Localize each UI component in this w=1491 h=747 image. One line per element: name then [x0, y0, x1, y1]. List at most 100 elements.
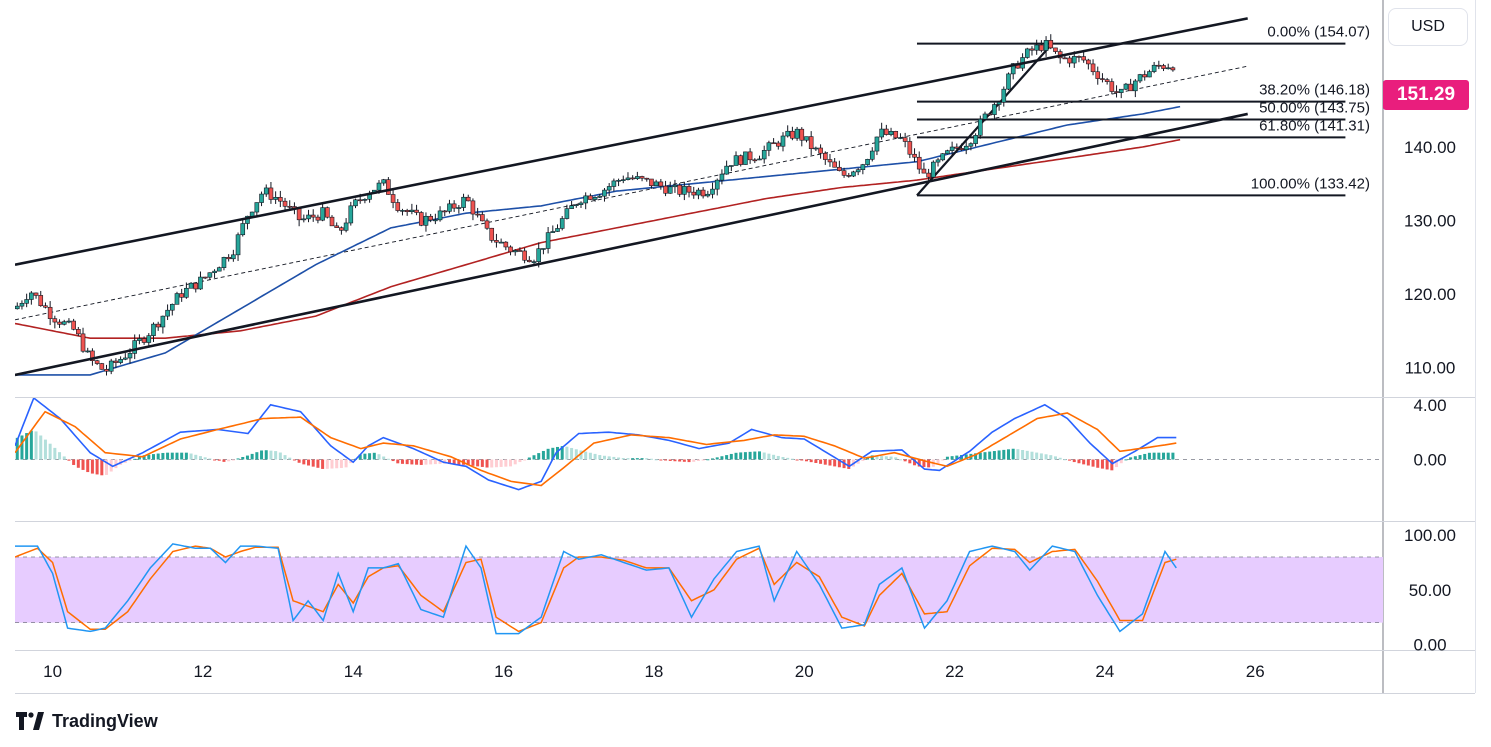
macd-histogram-bar: [729, 453, 733, 460]
candle-body: [837, 166, 842, 171]
candle-body: [494, 240, 499, 243]
candle-body: [982, 113, 988, 120]
candle-body: [625, 177, 631, 180]
macd-histogram-bar: [739, 452, 743, 460]
candle-body: [559, 218, 565, 229]
macd-histogram-bar: [410, 459, 414, 465]
macd-histogram-bar: [673, 459, 677, 462]
macd-histogram-bar: [377, 454, 381, 460]
candle-body: [832, 161, 837, 168]
candle-body: [790, 130, 795, 139]
candle-body: [954, 146, 960, 149]
macd-histogram-bar: [396, 459, 400, 464]
candle-body: [273, 197, 278, 200]
macd-histogram-bar: [151, 454, 155, 460]
candle-body: [522, 250, 527, 261]
macd-histogram-bar: [504, 459, 508, 467]
candle-body: [146, 335, 152, 343]
candle-body: [461, 196, 466, 208]
macd-histogram-bar: [687, 459, 691, 463]
macd-histogram-bar: [551, 447, 555, 460]
candle-body: [137, 338, 142, 341]
macd-histogram-bar: [1105, 459, 1109, 470]
candle-body: [912, 153, 917, 158]
channel-upper-line: [15, 17, 1248, 266]
date-tick-label: 12: [193, 662, 212, 681]
candle-body: [216, 267, 222, 272]
candle-body: [1029, 48, 1035, 51]
macd-histogram-bar: [974, 453, 978, 460]
candle-body: [1076, 56, 1082, 58]
macd-histogram-bar: [386, 458, 390, 460]
macd-histogram-bar: [490, 459, 494, 468]
candle-body: [893, 131, 899, 139]
macd-histogram-bar: [556, 446, 560, 460]
candle-body: [480, 214, 485, 222]
macd-histogram-bar: [133, 458, 137, 460]
macd-histogram-bar: [274, 451, 278, 460]
macd-histogram-bar: [288, 457, 292, 460]
macd-histogram-bar: [1039, 453, 1043, 460]
brand[interactable]: TradingView: [16, 708, 158, 734]
macd-histogram-bar: [1096, 459, 1100, 468]
candle-body: [1109, 81, 1115, 92]
macd-histogram-bar: [227, 459, 231, 462]
candle-body: [691, 191, 697, 196]
tradingview-logo-icon: [16, 712, 44, 730]
candle-body: [301, 218, 307, 221]
candle-body: [1034, 44, 1039, 51]
candle-body: [263, 187, 269, 195]
ma-slow-line: [15, 138, 1181, 339]
macd-histogram-bar: [588, 452, 592, 460]
fib-level-label: 0.00% (154.07): [1267, 24, 1370, 41]
macd-histogram-bar: [217, 459, 221, 461]
candle-body: [672, 184, 678, 188]
macd-histogram-bar: [927, 459, 931, 468]
candle-body: [1006, 73, 1011, 90]
candle-body: [1039, 44, 1044, 51]
macd-histogram-bar: [358, 454, 362, 460]
macd-histogram-bar: [1129, 457, 1133, 460]
macd-histogram-bar: [1091, 459, 1095, 467]
candle-body: [1142, 74, 1148, 78]
candle-body: [442, 210, 448, 213]
candle-body: [174, 293, 180, 305]
candle-body: [94, 360, 100, 364]
macd-histogram-bar: [527, 457, 531, 460]
macd-histogram-bar: [1143, 453, 1147, 460]
candle-body: [1151, 64, 1157, 72]
candle-body: [780, 135, 786, 147]
macd-histogram-bar: [936, 459, 940, 464]
candle-body: [644, 177, 650, 180]
candle-body: [325, 207, 330, 218]
macd-histogram-bar: [128, 459, 132, 461]
candle-body: [202, 276, 208, 279]
candle-body: [658, 181, 664, 187]
macd-histogram-bar: [283, 455, 287, 460]
macd-histogram-bar: [809, 459, 813, 463]
candle-body: [724, 165, 729, 175]
candle-body: [1086, 59, 1091, 65]
candle-body: [710, 188, 715, 195]
candle-body: [564, 208, 570, 219]
macd-histogram-bar: [720, 456, 724, 460]
macd-histogram-bar: [480, 459, 484, 467]
macd-histogram-bar: [1119, 459, 1123, 464]
candle-body: [799, 128, 805, 141]
candle-body: [489, 227, 495, 241]
macd-histogram-bar: [72, 459, 76, 465]
candle-body: [306, 214, 311, 220]
macd-histogram-bar: [1025, 450, 1029, 460]
candle-body: [296, 208, 302, 221]
chart-frame: [15, 0, 1476, 694]
macd-tick-label: 4.00: [1413, 396, 1446, 415]
candle-body: [71, 320, 76, 330]
macd-histogram-bar: [236, 458, 240, 460]
candle-body: [959, 148, 964, 151]
macd-histogram-bar: [1138, 455, 1142, 460]
macd-histogram-bar: [311, 459, 315, 467]
macd-histogram-bar: [278, 452, 282, 460]
macd-histogram-bar: [913, 459, 917, 466]
currency-button[interactable]: USD: [1388, 8, 1468, 46]
macd-histogram-bar: [1115, 459, 1119, 468]
